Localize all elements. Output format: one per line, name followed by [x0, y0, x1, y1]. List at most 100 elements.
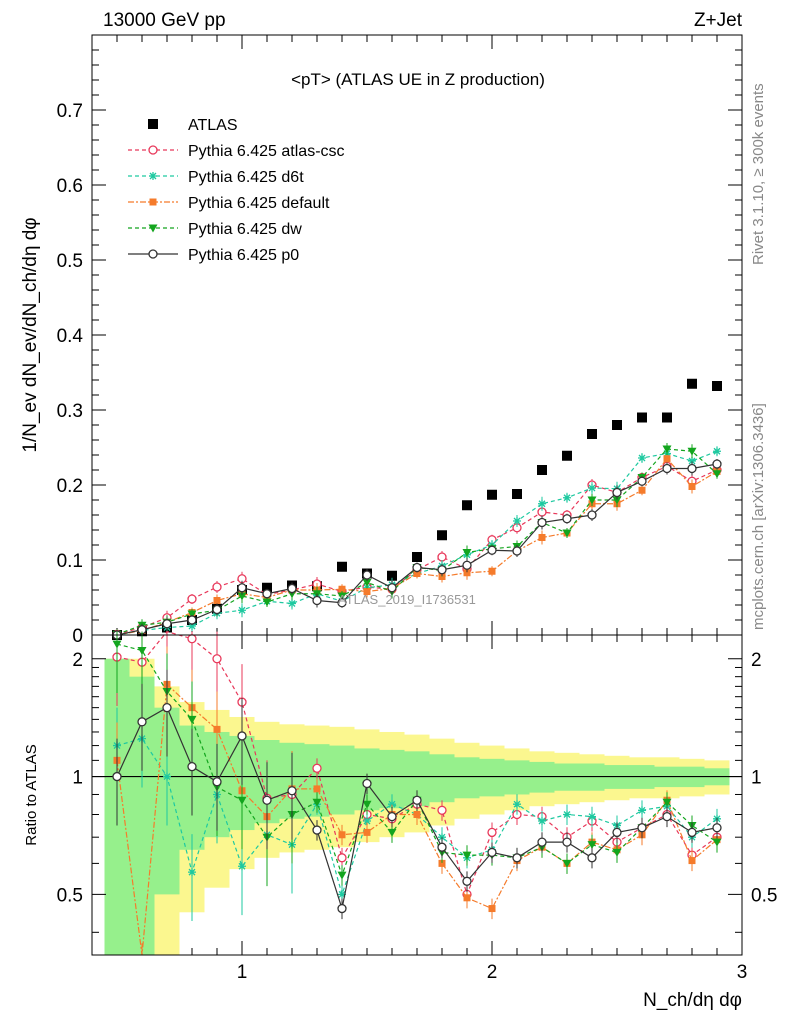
data-point: [287, 583, 297, 594]
legend-label: Pythia 6.425 p0: [188, 247, 299, 264]
legend-marker: [148, 224, 158, 233]
main-y-tick-label: 0.3: [57, 401, 83, 422]
main-y-tick-label: 0: [72, 626, 83, 647]
ratio-data-point: [438, 833, 446, 842]
data-point: [562, 450, 572, 461]
ratio-data-point: [662, 811, 672, 822]
legend-item: Pythia 6.425 d6t: [128, 169, 304, 186]
legend-label: Pythia 6.425 default: [188, 195, 330, 212]
legend-marker: [148, 119, 158, 129]
data-point: [462, 560, 472, 570]
main-y-tick-label: 0.2: [57, 476, 83, 497]
ratio-data-point: [687, 827, 697, 838]
x-tick-label: 1: [237, 962, 248, 983]
uncertainty-band-inner: [429, 754, 455, 803]
data-point: [238, 606, 246, 615]
ratio-data-point: [312, 798, 322, 807]
rivet-label: Rivet 3.1.10, ≥ 300k events: [750, 83, 767, 265]
main-y-tick-label: 0.5: [57, 251, 83, 272]
ratio-data-point: [163, 772, 171, 781]
main-y-tick-label: 0.7: [57, 101, 83, 122]
legend-item: Pythia 6.425 atlas-csc: [128, 143, 345, 160]
uncertainty-band-inner: [504, 760, 530, 795]
data-point: [637, 476, 647, 486]
series-line: [116, 465, 718, 635]
uncertainty-band-inner: [479, 758, 505, 797]
ratio-y-tick-label: 2: [72, 650, 83, 671]
ratio-data-point: [387, 811, 397, 822]
main-y-tick-label: 0.4: [57, 326, 84, 347]
ratio-data-point: [412, 795, 422, 805]
ratio-data-point: [238, 862, 246, 871]
ratio-plot-panel: 0.5 0.5 1 1 2 2 1 2 3 Ratio to ATLAS N_ch/dη dφ: [23, 630, 777, 1011]
ratio-data-point: [363, 816, 371, 825]
data-point: [363, 588, 371, 595]
data-point: [337, 561, 347, 572]
main-y-axis-label: 1/N_ev dN_ev/dN_ch/dη dφ: [20, 217, 41, 452]
main-y-tick-label: 0.6: [57, 176, 83, 197]
ratio-data-point: [612, 848, 622, 857]
data-point: [687, 378, 697, 389]
ratio-data-point: [187, 715, 197, 724]
data-point: [663, 455, 671, 463]
ratio-data-point: [212, 777, 222, 787]
series-pythia-6-425-d6t: [113, 446, 721, 640]
ratio-data-point: [112, 640, 122, 649]
ratio-data-point: [662, 798, 672, 807]
data-point: [437, 565, 447, 575]
data-point: [262, 589, 272, 599]
data-point: [463, 569, 471, 577]
ratio-data-point: [162, 703, 172, 713]
data-point: [687, 447, 697, 456]
ratio-data-point: [338, 831, 346, 839]
data-point: [588, 484, 596, 492]
data-point: [362, 570, 372, 580]
data-point: [488, 567, 496, 575]
ratio-data-point: [513, 800, 521, 809]
ratio-data-point: [538, 816, 546, 825]
ratio-data-point: [587, 841, 597, 850]
ratio-data-point: [387, 828, 397, 837]
data-point: [237, 592, 247, 601]
header-left: 13000 GeV pp: [103, 10, 226, 31]
ratio-y-axis-label: Ratio to ATLAS: [23, 744, 40, 845]
ratio-data-point: [137, 646, 147, 655]
data-point: [538, 499, 546, 508]
mcplots-label: mcplots.cern.ch [arXiv:1306.3436]: [750, 403, 767, 630]
data-point: [713, 447, 721, 456]
ratio-data-point: [487, 827, 497, 838]
ratio-data-point: [187, 634, 197, 644]
data-point: [387, 583, 397, 593]
data-point: [487, 489, 497, 500]
data-point: [587, 496, 597, 505]
data-point: [512, 489, 522, 499]
main-y-tick-label: 0.1: [57, 551, 83, 572]
ratio-data-point: [488, 905, 496, 913]
data-point: [337, 592, 347, 601]
ratio-data-point: [362, 800, 372, 809]
legend-marker: [148, 249, 158, 259]
data-point: [688, 483, 696, 490]
x-axis-label: N_ch/dη dφ: [643, 990, 742, 1011]
legend-label: ATLAS: [188, 117, 238, 134]
data-point: [662, 412, 672, 423]
main-plot-title: <pT> (ATLAS UE in Z production): [291, 70, 545, 89]
legend-label: Pythia 6.425 d6t: [188, 169, 304, 186]
ratio-data-point: [462, 851, 472, 860]
ratio-y-tick-label-right: 2: [751, 650, 762, 671]
series-pythia-6-425-p0: [112, 459, 722, 640]
legend-label: Pythia 6.425 atlas-csc: [188, 143, 345, 160]
uncertainty-band-inner: [454, 757, 480, 799]
ratio-y-tick-label-right: 1: [751, 768, 762, 789]
ratio-data-point: [337, 871, 347, 880]
data-point: [262, 598, 272, 607]
data-point: [288, 599, 296, 608]
legend-item: Pythia 6.425 default: [128, 195, 330, 212]
data-point: [712, 470, 722, 479]
ratio-data-point: [338, 890, 346, 899]
uncertainty-band-inner: [529, 761, 555, 793]
ratio-data-point: [562, 837, 572, 847]
data-point: [638, 454, 646, 462]
data-point: [638, 486, 646, 494]
